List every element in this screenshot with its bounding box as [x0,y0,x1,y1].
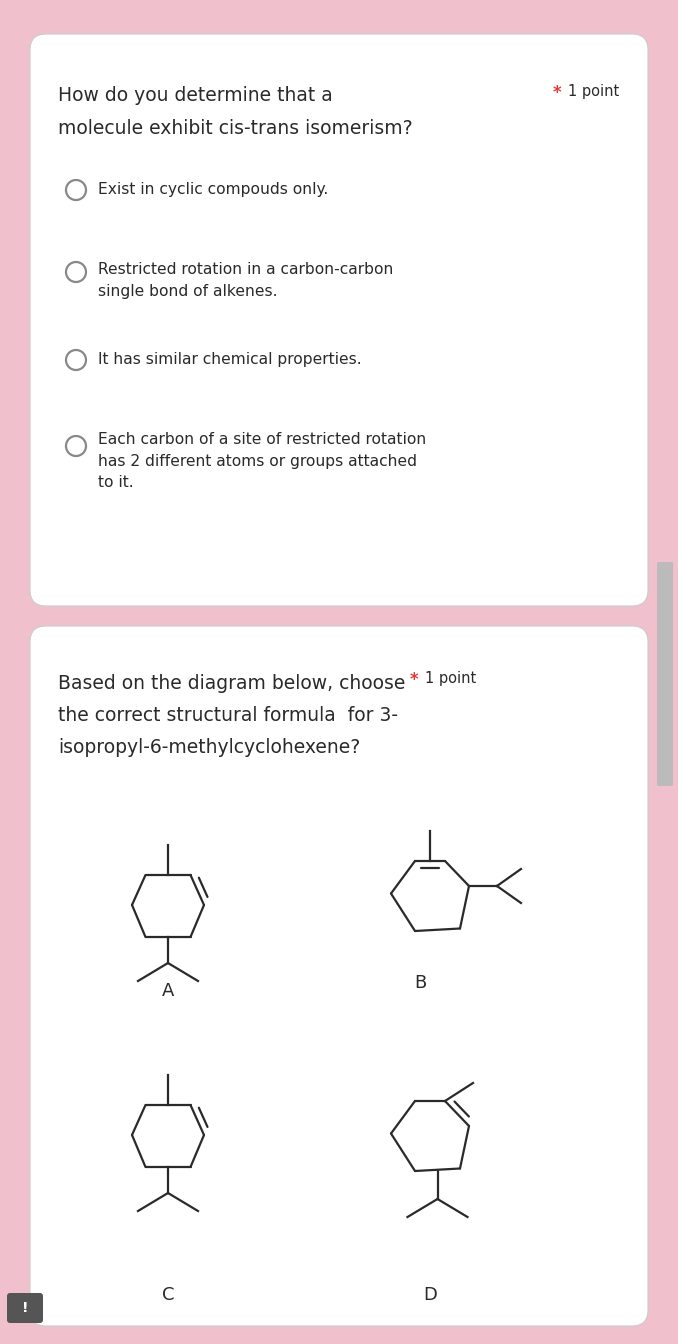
Text: *: * [410,671,418,689]
Text: Restricted rotation in a carbon-carbon
single bond of alkenes.: Restricted rotation in a carbon-carbon s… [98,262,393,298]
FancyBboxPatch shape [657,562,673,786]
Text: B: B [414,973,426,992]
Text: C: C [162,1286,174,1304]
FancyBboxPatch shape [30,34,648,606]
Text: !: ! [22,1301,28,1314]
FancyBboxPatch shape [30,626,648,1327]
Text: 1 point: 1 point [425,671,476,685]
Text: How do you determine that a: How do you determine that a [58,86,333,105]
Text: Each carbon of a site of restricted rotation
has 2 different atoms or groups att: Each carbon of a site of restricted rota… [98,431,426,491]
FancyBboxPatch shape [7,1293,43,1322]
Text: *: * [553,83,561,102]
Text: 1 point: 1 point [568,83,619,99]
Text: Based on the diagram below, choose: Based on the diagram below, choose [58,673,405,694]
Text: the correct structural formula  for 3-: the correct structural formula for 3- [58,706,398,724]
Text: molecule exhibit cis-trans isomerism?: molecule exhibit cis-trans isomerism? [58,120,413,138]
Text: A: A [162,982,174,1000]
Text: Exist in cyclic compouds only.: Exist in cyclic compouds only. [98,181,328,198]
Text: It has similar chemical properties.: It has similar chemical properties. [98,352,361,367]
Text: isopropyl-6-methylcyclohexene?: isopropyl-6-methylcyclohexene? [58,738,360,757]
Text: D: D [423,1286,437,1304]
